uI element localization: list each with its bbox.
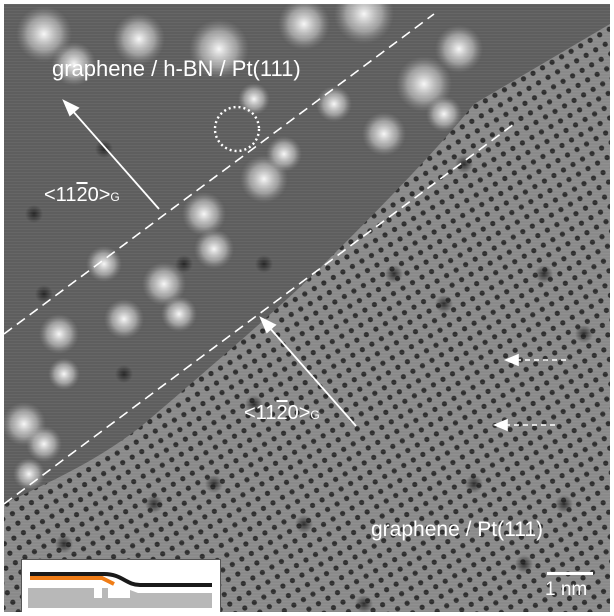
scale-bar: 1 nm bbox=[545, 572, 595, 601]
region-label-graphene-hbn: graphene / h-BN / Pt(111) bbox=[52, 56, 301, 81]
substrate-shape bbox=[28, 588, 212, 608]
direction-arrow-top bbox=[62, 99, 160, 210]
scale-bar-line bbox=[547, 572, 593, 575]
step-edge-line-lower bbox=[4, 123, 515, 505]
layer-schematic bbox=[28, 572, 212, 608]
scale-bar-label: 1 nm bbox=[545, 579, 588, 600]
dashed-arrow-lower bbox=[492, 418, 555, 432]
layer-schematic-inset bbox=[21, 559, 221, 612]
step-edge-line-upper bbox=[4, 13, 435, 335]
stm-image-frame: graphene / h-BN / Pt(111) graphene / Pt(… bbox=[4, 4, 610, 612]
direction-arrow-bottom bbox=[259, 316, 357, 427]
direction-label-bottom: <1120>G bbox=[244, 402, 320, 424]
region-label-graphene-pt: graphene / Pt(111) bbox=[371, 518, 543, 541]
direction-label-top: <1120>G bbox=[44, 184, 120, 206]
stm-topography bbox=[4, 4, 610, 612]
highlight-circle bbox=[213, 105, 261, 153]
hbn-layer bbox=[30, 576, 115, 586]
graphene-layer bbox=[30, 572, 212, 587]
dashed-arrow-upper bbox=[503, 353, 566, 367]
